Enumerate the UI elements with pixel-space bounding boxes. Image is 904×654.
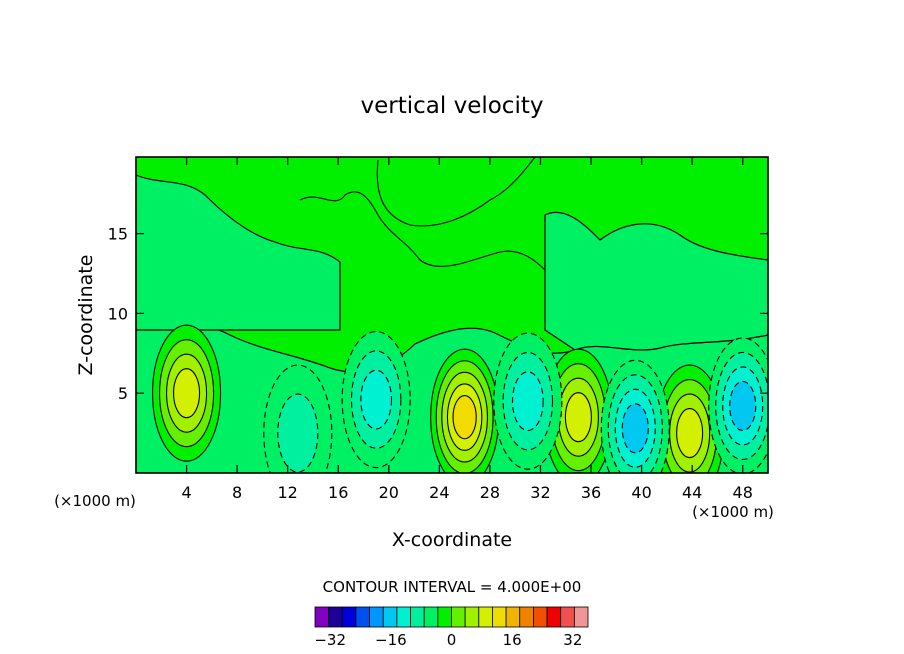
x-tick-label: 36 <box>581 483 601 502</box>
colorbar-tick-label: −16 <box>375 631 407 649</box>
colorbar-swatch <box>478 606 493 628</box>
colorbar-swatch <box>533 606 548 628</box>
colorbar-swatch <box>451 606 466 628</box>
x-unit-left: (×1000 m) <box>54 492 136 510</box>
colorbar <box>314 606 589 628</box>
x-tick-label: 12 <box>278 483 298 502</box>
colorbar-swatch <box>492 606 507 628</box>
feature-contour <box>173 368 201 419</box>
x-axis: 4 8 12 16 20 24 28 32 36 40 44 48 <box>181 157 753 502</box>
colorbar-tick-label: 32 <box>563 631 582 649</box>
colorbar-swatch <box>396 606 411 628</box>
plot-frame <box>135 156 769 474</box>
chart-title: vertical velocity <box>361 93 544 119</box>
x-tick-label: 44 <box>682 483 702 502</box>
x-tick-label: 40 <box>631 483 651 502</box>
x-tick-label: 28 <box>480 483 500 502</box>
colorbar-swatch <box>369 606 384 628</box>
y-tick-label: 5 <box>118 384 128 403</box>
feature-contour <box>452 394 477 440</box>
contour-line-upper-mid <box>299 191 546 271</box>
feature-contour <box>564 392 592 443</box>
feature-contour <box>511 371 544 432</box>
feature-contour <box>360 369 393 430</box>
colorbar-tick-label: 16 <box>503 631 522 649</box>
contour-fill-upper-right <box>544 211 768 351</box>
colorbar-swatch <box>341 606 357 628</box>
x-axis-label: X-coordinate <box>392 529 512 551</box>
contour-interval-label: CONTOUR INTERVAL = 4.000E+00 <box>323 578 582 596</box>
colorbar-swatch <box>423 606 439 628</box>
feature-contour <box>676 408 704 459</box>
colorbar-swatch <box>519 606 534 628</box>
colorbar-swatch <box>573 606 589 628</box>
y-tick-label: 15 <box>108 225 128 244</box>
x-tick-label: 16 <box>328 483 348 502</box>
x-tick-label: 32 <box>530 483 550 502</box>
colorbar-swatch <box>464 606 480 628</box>
colorbar-swatch <box>546 606 562 628</box>
feature-contour <box>277 393 319 473</box>
x-tick-label: 4 <box>181 483 191 502</box>
colorbar-swatch <box>328 606 343 628</box>
colorbar-swatch <box>560 606 575 628</box>
feature-contour <box>729 380 757 432</box>
contour-line-upper-band <box>376 157 536 227</box>
y-tick-label: 10 <box>108 304 128 323</box>
colorbar-swatch <box>437 606 452 628</box>
x-tick-label: 20 <box>379 483 399 502</box>
colorbar-tick-label: 0 <box>447 631 457 649</box>
colorbar-swatch <box>355 606 371 628</box>
x-unit-right: (×1000 m) <box>692 503 774 521</box>
colorbar-tick-labels: −32 −16 0 16 32 <box>314 631 582 649</box>
contour-fill-upper-left <box>136 174 341 331</box>
y-axis: 5 10 15 <box>108 225 768 403</box>
colorbar-swatch <box>505 606 521 628</box>
x-tick-label: 8 <box>232 483 242 502</box>
x-tick-label: 24 <box>429 483 449 502</box>
x-tick-label: 48 <box>733 483 753 502</box>
colorbar-swatch <box>314 606 330 628</box>
colorbar-swatch <box>382 606 398 628</box>
feature-layer <box>152 324 768 473</box>
colorbar-tick-label: −32 <box>314 631 346 649</box>
colorbar-swatch <box>410 606 425 628</box>
y-axis-label: Z-coordinate <box>75 255 97 376</box>
feature-contour <box>621 403 649 454</box>
